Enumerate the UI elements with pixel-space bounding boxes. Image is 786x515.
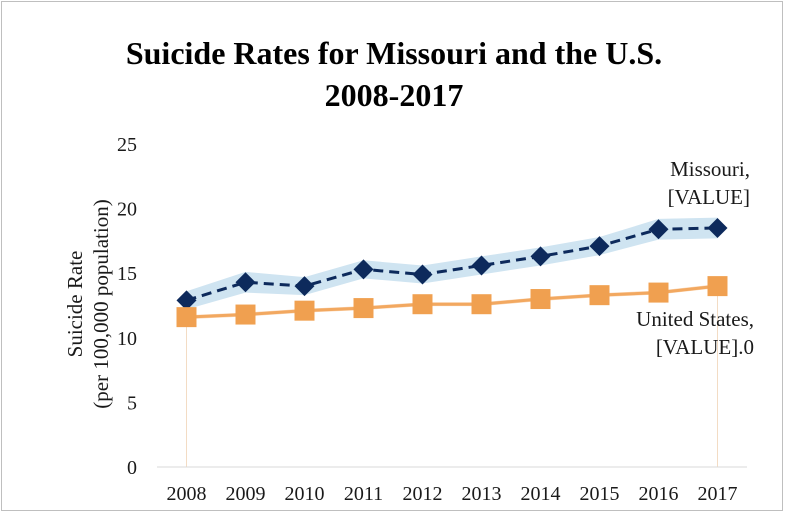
missouri-point	[176, 290, 197, 311]
chart-title-line-2: 2008-2017	[325, 77, 464, 113]
united-states-point	[530, 289, 551, 310]
x-tick-label: 2008	[167, 483, 207, 505]
y-tick-label: 20	[117, 199, 137, 221]
x-tick-label: 2010	[285, 483, 325, 505]
x-tick-label: 2013	[462, 483, 502, 505]
united-states-point	[648, 282, 669, 303]
x-tick-label: 2012	[403, 483, 443, 505]
united-states-point	[589, 285, 610, 306]
x-tick-label: 2011	[344, 483, 383, 505]
chart-title-line-1: Suicide Rates for Missouri and the U.S.	[126, 35, 662, 71]
united-states-point	[353, 298, 374, 319]
united-states-point	[176, 307, 197, 328]
y-tick-label: 10	[117, 328, 137, 350]
x-tick-label: 2016	[639, 483, 679, 505]
y-tick-label: 15	[117, 263, 137, 285]
x-tick-label: 2017	[698, 483, 738, 505]
missouri-label-line-1: Missouri,	[670, 157, 750, 181]
missouri-point	[235, 272, 256, 293]
missouri-point	[471, 255, 492, 276]
missouri-line	[186, 226, 718, 302]
y-tick-label: 25	[117, 134, 137, 156]
us-label-line-2: [VALUE].0	[656, 335, 754, 359]
missouri-point	[412, 264, 433, 285]
y-tick-label: 0	[127, 457, 137, 479]
missouri-label-line-2: [VALUE]	[668, 185, 750, 209]
y-axis-label-line-1: Suicide Rate	[63, 251, 87, 358]
united-states-line	[186, 284, 718, 319]
united-states-point	[471, 294, 492, 315]
missouri-point	[353, 259, 374, 280]
united-states-point	[707, 276, 728, 297]
united-states-point	[235, 304, 256, 325]
missouri-point	[707, 217, 728, 238]
x-tick-label: 2015	[580, 483, 620, 505]
y-axis-label-line-2: (per 100,000 population)	[89, 199, 113, 408]
missouri-point	[648, 219, 669, 240]
us-label-line-1: United States,	[636, 307, 754, 331]
missouri-point	[294, 276, 315, 297]
x-tick-label: 2014	[521, 483, 561, 505]
missouri-band	[186, 217, 718, 310]
united-states-point	[294, 300, 315, 321]
united-states-point	[412, 294, 433, 315]
missouri-point	[530, 246, 551, 267]
y-tick-label: 5	[127, 392, 137, 414]
x-tick-label: 2009	[226, 483, 266, 505]
missouri-point	[589, 236, 610, 257]
